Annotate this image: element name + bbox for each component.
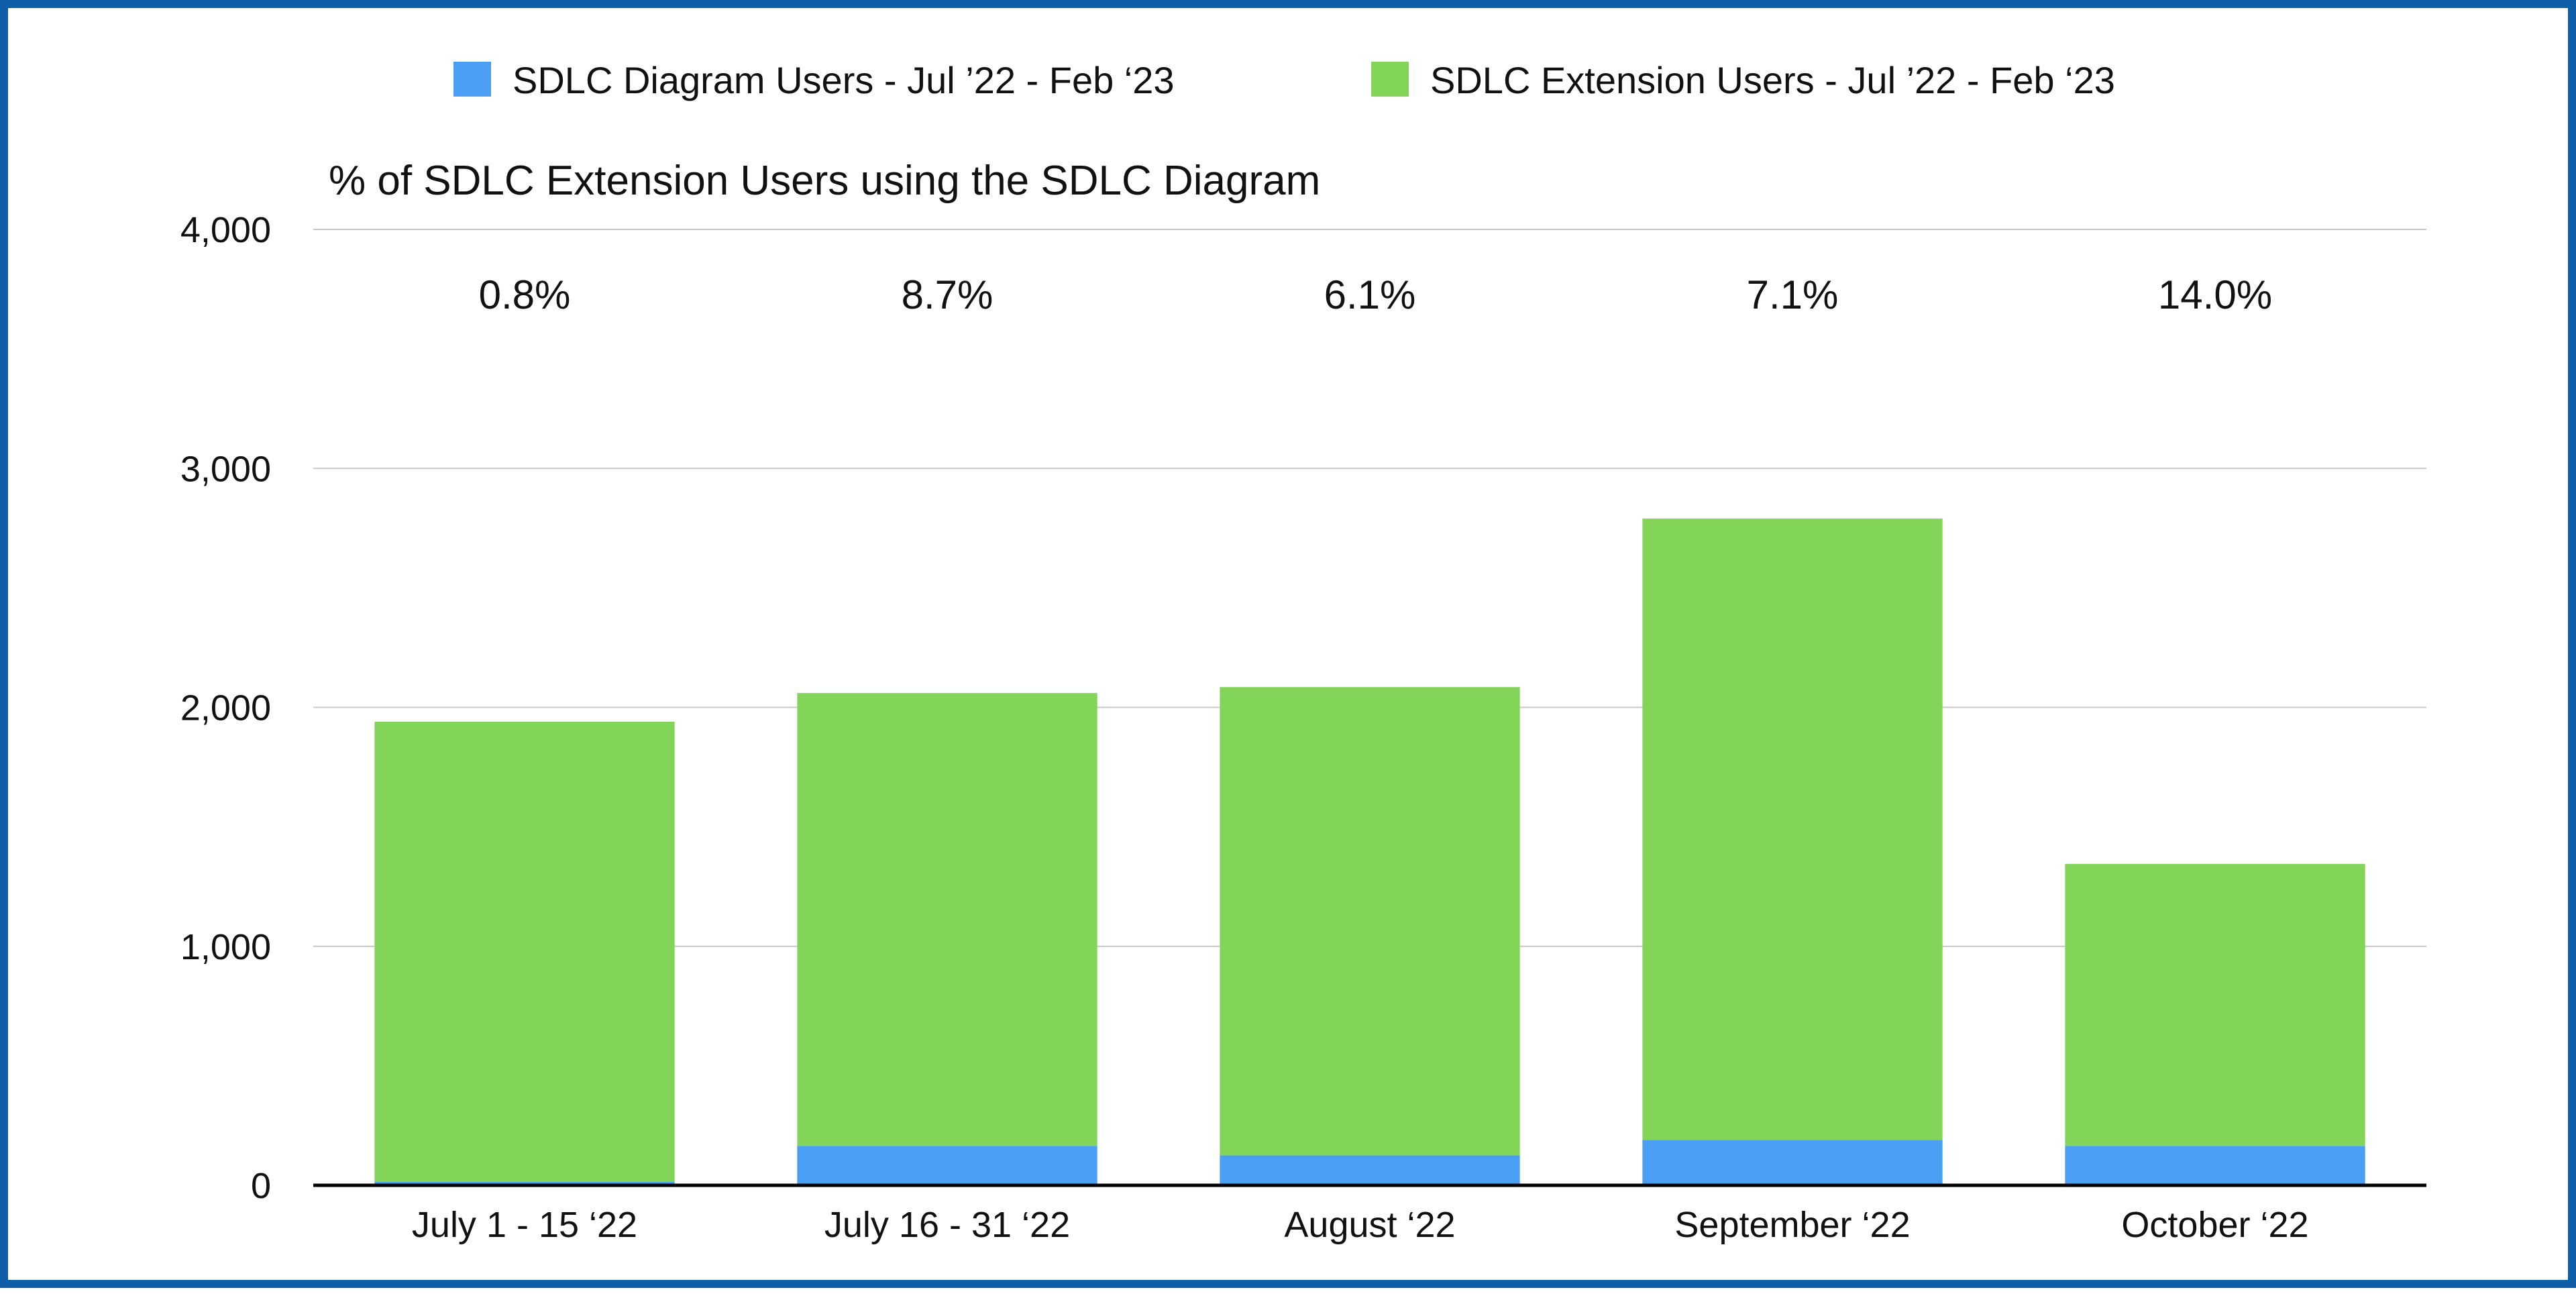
bar-extension-users	[797, 693, 1097, 1146]
legend-swatch-extension-users	[1371, 62, 1409, 97]
x-tick-label: July 1 - 15 ‘22	[412, 1205, 637, 1245]
percentage-label: 7.1%	[1747, 272, 1839, 317]
bar-diagram-users	[1220, 1155, 1520, 1185]
x-axis-labels: July 1 - 15 ‘22 July 16 - 31 ‘22 August ‘2…	[412, 1205, 2309, 1245]
bar-extension-users	[1642, 519, 1943, 1140]
bar-extension-users	[374, 721, 675, 1182]
y-tick-label: 3,000	[180, 449, 271, 489]
bar-diagram-users	[374, 1181, 675, 1185]
legend-swatch-diagram-users	[453, 62, 491, 97]
x-tick-label: July 16 - 31 ‘22	[824, 1205, 1070, 1245]
legend: SDLC Diagram Users - Jul ’22 - Feb ‘23 S…	[453, 59, 2115, 101]
x-tick-label: October ‘22	[2121, 1205, 2308, 1245]
bar-extension-users	[1220, 687, 1520, 1156]
y-axis-ticks: 0 1,000 2,000 3,000 4,000	[180, 210, 271, 1206]
legend-label-extension-users: SDLC Extension Users - Jul ’22 - Feb ‘23	[1430, 59, 2115, 101]
x-tick-label: September ‘22	[1674, 1205, 1910, 1245]
chart-title: % of SDLC Extension Users using the SDLC…	[329, 158, 1320, 204]
percentage-label: 6.1%	[1324, 272, 1416, 317]
bar-diagram-users	[797, 1146, 1097, 1185]
percentage-annotations: 0.8% 8.7% 6.1% 7.1% 14.0%	[479, 272, 2272, 317]
bars	[374, 519, 2365, 1185]
bar-diagram-users	[1642, 1140, 1943, 1185]
percentage-label: 14.0%	[2158, 272, 2272, 317]
y-tick-label: 2,000	[180, 688, 271, 728]
legend-label-diagram-users: SDLC Diagram Users - Jul ’22 - Feb ‘23	[513, 59, 1175, 101]
percentage-label: 8.7%	[902, 272, 994, 317]
x-tick-label: August ‘22	[1284, 1205, 1455, 1245]
y-tick-label: 1,000	[180, 927, 271, 967]
bar-diagram-users	[2065, 1146, 2365, 1185]
bar-extension-users	[2065, 863, 2365, 1146]
y-tick-label: 4,000	[180, 210, 271, 250]
percentage-label: 0.8%	[479, 272, 571, 317]
y-tick-label: 0	[251, 1166, 271, 1206]
